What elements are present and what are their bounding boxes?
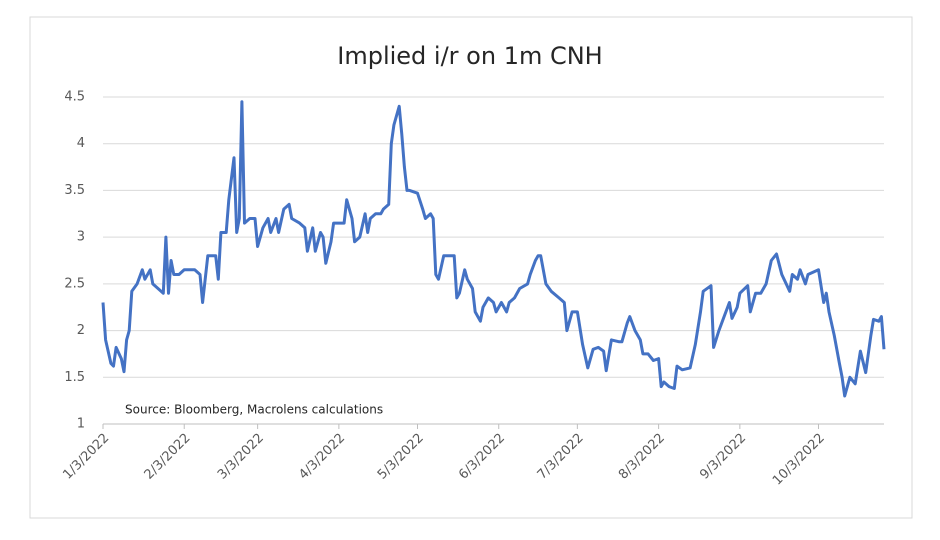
y-tick-label: 3 (77, 230, 85, 245)
y-tick-label: 3.5 (64, 183, 85, 198)
y-tick-label: 2 (77, 323, 85, 338)
y-tick-label: 4 (77, 136, 85, 151)
line-series (101, 100, 886, 398)
y-tick-label: 4.5 (64, 90, 85, 105)
y-tick-label: 1 (77, 417, 85, 432)
chart-title: Implied i/r on 1m CNH (337, 42, 602, 70)
annotation: Source: Bloomberg, Macrolens calculation… (125, 403, 383, 417)
y-tick-label: 1.5 (64, 370, 85, 385)
chart-border (29, 16, 913, 519)
y-tick-label: 2.5 (64, 276, 85, 291)
